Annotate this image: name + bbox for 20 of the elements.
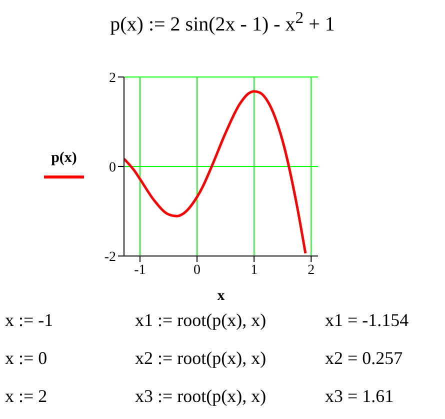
text: p(x) <box>50 150 78 167</box>
x-axis-title: x <box>217 288 226 304</box>
text: x := 2 <box>5 386 48 407</box>
chart-title: p(x) := 2 sin(2x - 1) - x$^{2}$ + 1 <box>109 8 336 37</box>
text: x2 := root(p(x), x) <box>135 348 266 369</box>
y-tick-label: -2 <box>104 250 116 265</box>
y-tick-label: 0 <box>109 160 116 176</box>
x-tick-label: 0 <box>194 262 201 278</box>
text: x3 := root(p(x), x) <box>135 386 266 407</box>
text: x := -1 <box>5 310 54 331</box>
x-tick-label: 1 <box>250 262 258 278</box>
text: x3 = 1.61 <box>325 386 394 407</box>
text: x := 0 <box>5 348 48 369</box>
text: x2 = 0.257 <box>325 348 403 369</box>
text: x1 := root(p(x), x) <box>135 310 266 331</box>
x-tick-label: -1 <box>134 262 146 278</box>
text: x1 = -1.154 <box>325 310 409 331</box>
y-tick-label: 2 <box>109 70 116 86</box>
line-series <box>124 90 307 255</box>
x-tick-label: 2 <box>308 262 315 278</box>
